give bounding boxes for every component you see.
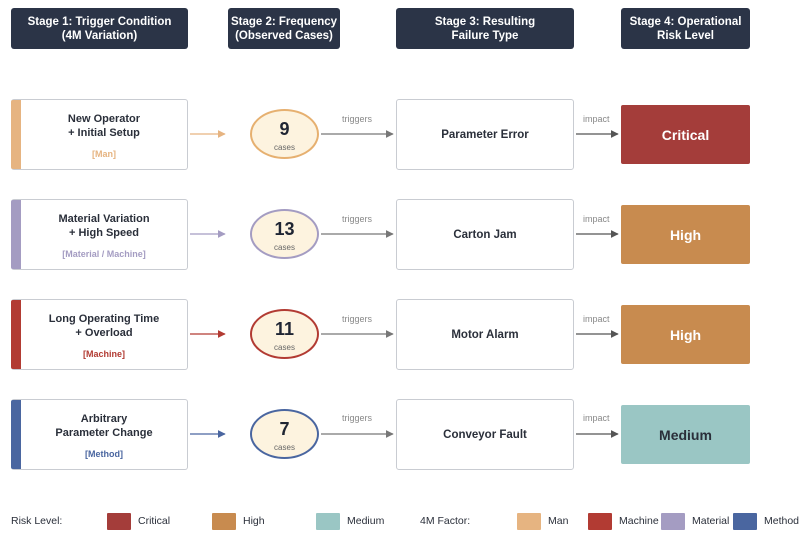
risk-level-box: Critical [621, 105, 750, 164]
cases-count: 9 [279, 119, 290, 139]
trigger-box-material-machine: Material Variation + High Speed [Materia… [11, 199, 188, 270]
cases-unit: cases [274, 343, 295, 352]
legend-swatch-material [661, 513, 685, 530]
stage-2-header: Stage 2: Frequency (Observed Cases) [228, 8, 340, 49]
stage-3-header: Stage 3: Resulting Failure Type [396, 8, 574, 49]
cases-unit: cases [274, 443, 295, 452]
impact-label: impact [583, 314, 610, 324]
legend-swatch-high [212, 513, 236, 530]
legend-label-medium: Medium [347, 515, 385, 527]
triggers-label: triggers [342, 114, 373, 124]
failure-type-box: Carton Jam [396, 199, 574, 270]
legend-swatch-machine [588, 513, 612, 530]
stage-4-header: Stage 4: Operational Risk Level [621, 8, 750, 49]
legend-label-machine: Machine [619, 515, 659, 527]
failure-type-box: Motor Alarm [396, 299, 574, 370]
trigger-box-machine: Long Operating Time + Overload [Machine] [11, 299, 188, 370]
factor-bar [11, 400, 21, 469]
cases-circle: 13 cases [250, 209, 319, 259]
cases-count: 13 [274, 219, 295, 239]
stage-1-header: Stage 1: Trigger Condition (4M Variation… [11, 8, 188, 49]
legend-swatch-critical [107, 513, 131, 530]
failure-type-box: Parameter Error [396, 99, 574, 170]
factor-bar [11, 300, 21, 369]
trigger-box-method: Arbitrary Parameter Change [Method] [11, 399, 188, 470]
risk-level-box: High [621, 305, 750, 364]
impact-label: impact [583, 413, 610, 423]
trigger-title: New Operator + Initial Setup [67, 113, 141, 139]
factor-tag: [Machine] [82, 349, 125, 359]
cases-count: 11 [274, 319, 295, 339]
legend: Risk Level: Critical High Medium 4M Fact… [0, 511, 800, 533]
cases-count: 7 [279, 419, 290, 439]
legend-label-method: Method [764, 515, 800, 527]
risk-level-box: High [621, 205, 750, 264]
trigger-box-man: New Operator + Initial Setup [Man] [11, 99, 188, 170]
risk-legend-title: Risk Level: [11, 515, 63, 527]
factor-tag: [Man] [92, 149, 116, 159]
factor-bar [11, 200, 21, 269]
factor-tag: [Method] [85, 449, 123, 459]
trigger-title: Material Variation + High Speed [58, 213, 150, 239]
cases-circle: 9 cases [250, 109, 319, 159]
cases-unit: cases [274, 243, 295, 252]
impact-label: impact [583, 214, 610, 224]
failure-type-box: Conveyor Fault [396, 399, 574, 470]
legend-swatch-medium [316, 513, 340, 530]
legend-label-material: Material [692, 515, 730, 527]
factor-bar [11, 100, 21, 169]
triggers-label: triggers [342, 314, 373, 324]
legend-label-high: High [243, 515, 265, 527]
risk-level-box: Medium [621, 405, 750, 464]
cases-circle: 7 cases [250, 409, 319, 459]
cases-unit: cases [274, 143, 295, 152]
triggers-label: triggers [342, 413, 373, 423]
cases-circle: 11 cases [250, 309, 319, 359]
triggers-label: triggers [342, 214, 373, 224]
impact-label: impact [583, 114, 610, 124]
trigger-title: Arbitrary Parameter Change [55, 413, 153, 439]
legend-label-critical: Critical [138, 515, 171, 527]
trigger-title: Long Operating Time + Overload [48, 313, 160, 339]
factor-legend-title: 4M Factor: [420, 515, 471, 527]
legend-swatch-method [733, 513, 757, 530]
factor-tag: [Material / Machine] [62, 249, 146, 259]
legend-label-man: Man [548, 515, 569, 527]
legend-swatch-man [517, 513, 541, 530]
